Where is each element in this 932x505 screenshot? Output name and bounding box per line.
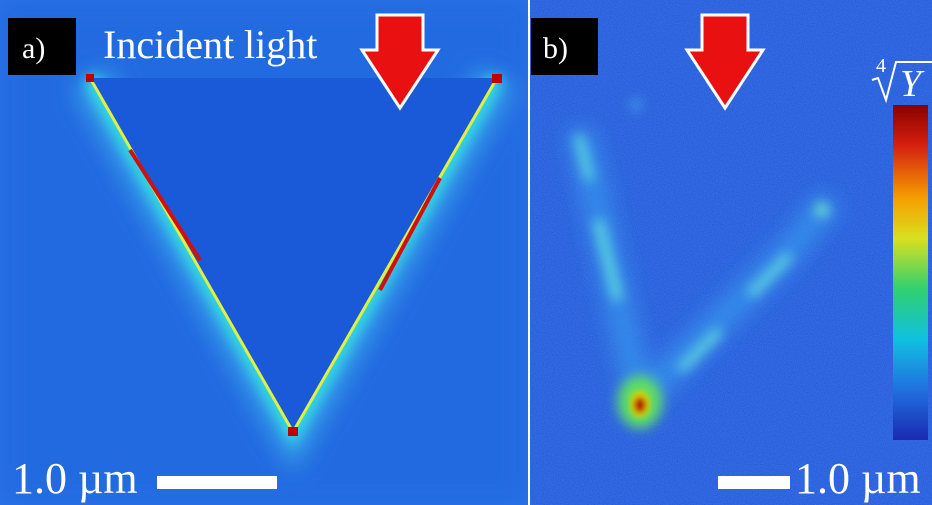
panel-label: a) bbox=[22, 32, 45, 65]
scale-bar bbox=[718, 476, 790, 489]
panel-a: a) Incident light 1.0 µm bbox=[0, 0, 528, 505]
colorbar-index: 4 bbox=[876, 55, 886, 77]
colorbar bbox=[893, 105, 928, 440]
scale-label: 1.0 µm bbox=[795, 454, 921, 503]
caption: Incident light bbox=[103, 22, 317, 67]
figure: a) Incident light 1.0 µm b) 4 bbox=[0, 0, 932, 505]
scale-bar bbox=[157, 476, 277, 489]
panel-label: b) bbox=[543, 32, 568, 65]
scale-label: 1.0 µm bbox=[12, 454, 138, 503]
panel-b: b) 4 Y 1.0 µm bbox=[530, 0, 932, 505]
